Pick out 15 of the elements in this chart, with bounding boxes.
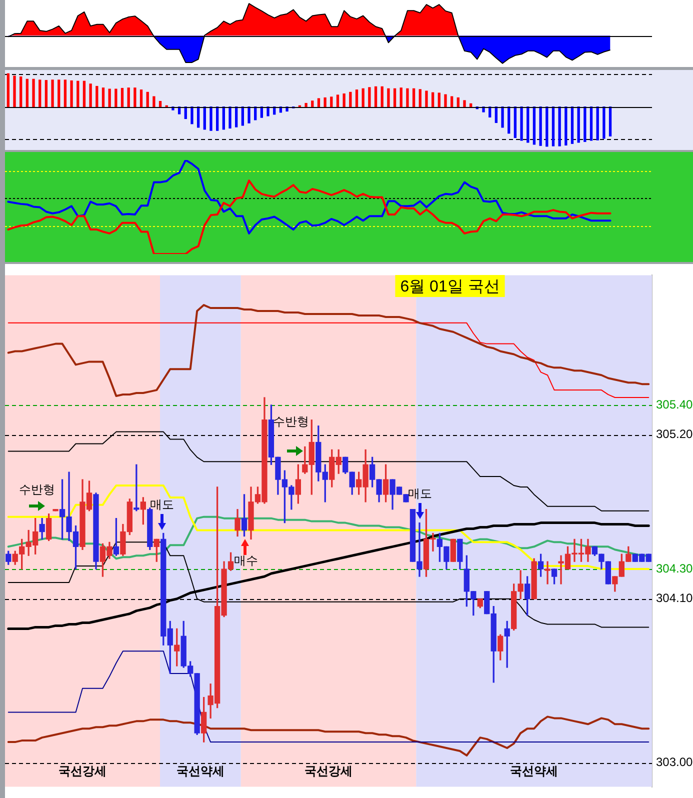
- y-tick-label: 305.40: [656, 397, 693, 412]
- annotation: 수반형: [273, 414, 309, 428]
- annotation: 국선약세: [510, 764, 558, 778]
- annotation: 매수: [234, 553, 258, 568]
- annotation: 매도: [408, 486, 432, 500]
- annotation: 수반형: [19, 482, 55, 496]
- annotation: 국선강세: [304, 764, 352, 778]
- y-tick-label: 304.10: [656, 591, 693, 606]
- annotation: 매도: [150, 497, 174, 512]
- annotation: 국선강세: [58, 764, 107, 778]
- y-tick-label: 303.00: [656, 755, 693, 770]
- annotation: 국선약세: [176, 764, 224, 778]
- y-tick-label: 305.20: [656, 427, 693, 442]
- y-tick-label: 304.30: [656, 561, 693, 576]
- chart-title: 6월 01일 국선: [400, 278, 500, 296]
